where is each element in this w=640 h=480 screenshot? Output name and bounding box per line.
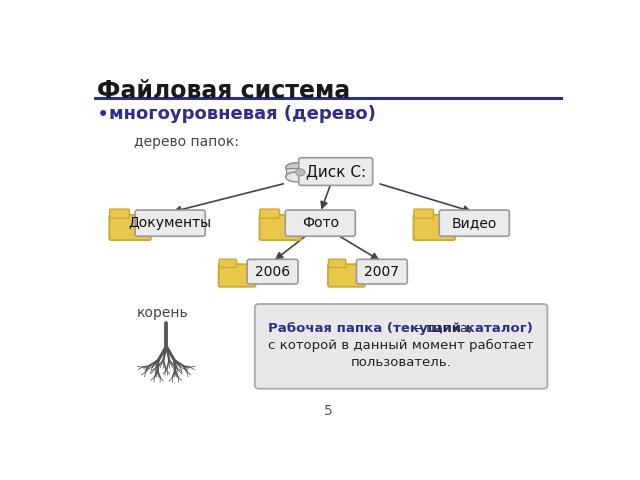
- FancyBboxPatch shape: [260, 209, 280, 218]
- FancyBboxPatch shape: [109, 209, 129, 218]
- Text: Видео: Видео: [452, 216, 497, 230]
- Ellipse shape: [285, 172, 308, 182]
- Text: 2006: 2006: [255, 264, 290, 279]
- Text: многоуровневая (дерево): многоуровневая (дерево): [109, 105, 376, 123]
- FancyBboxPatch shape: [255, 304, 547, 389]
- Text: 5: 5: [324, 404, 332, 418]
- FancyBboxPatch shape: [414, 209, 433, 218]
- FancyBboxPatch shape: [219, 259, 237, 267]
- FancyBboxPatch shape: [328, 264, 365, 287]
- FancyBboxPatch shape: [299, 158, 372, 185]
- Text: 2007: 2007: [364, 264, 399, 279]
- Text: Документы: Документы: [129, 216, 212, 230]
- Text: Фото: Фото: [301, 216, 339, 230]
- FancyBboxPatch shape: [259, 215, 301, 240]
- Text: с которой в данный момент работает: с которой в данный момент работает: [268, 339, 534, 352]
- Text: Рабочая папка (текущий каталог): Рабочая папка (текущий каталог): [268, 322, 533, 335]
- Text: Диск С:: Диск С:: [306, 164, 366, 179]
- Ellipse shape: [285, 163, 308, 173]
- FancyBboxPatch shape: [135, 210, 205, 236]
- Text: •: •: [97, 105, 109, 125]
- Bar: [285, 168, 308, 177]
- FancyBboxPatch shape: [219, 264, 255, 287]
- FancyBboxPatch shape: [109, 215, 151, 240]
- FancyBboxPatch shape: [413, 215, 455, 240]
- FancyBboxPatch shape: [356, 259, 407, 284]
- FancyBboxPatch shape: [439, 210, 509, 236]
- FancyBboxPatch shape: [285, 210, 355, 236]
- FancyBboxPatch shape: [328, 259, 346, 267]
- Text: дерево папок:: дерево папок:: [134, 134, 239, 149]
- Text: Файловая система: Файловая система: [97, 79, 350, 103]
- Text: пользователь.: пользователь.: [351, 356, 452, 369]
- Text: – папка,: – папка,: [411, 322, 472, 335]
- Ellipse shape: [296, 169, 305, 176]
- FancyBboxPatch shape: [247, 259, 298, 284]
- Text: корень: корень: [137, 306, 189, 320]
